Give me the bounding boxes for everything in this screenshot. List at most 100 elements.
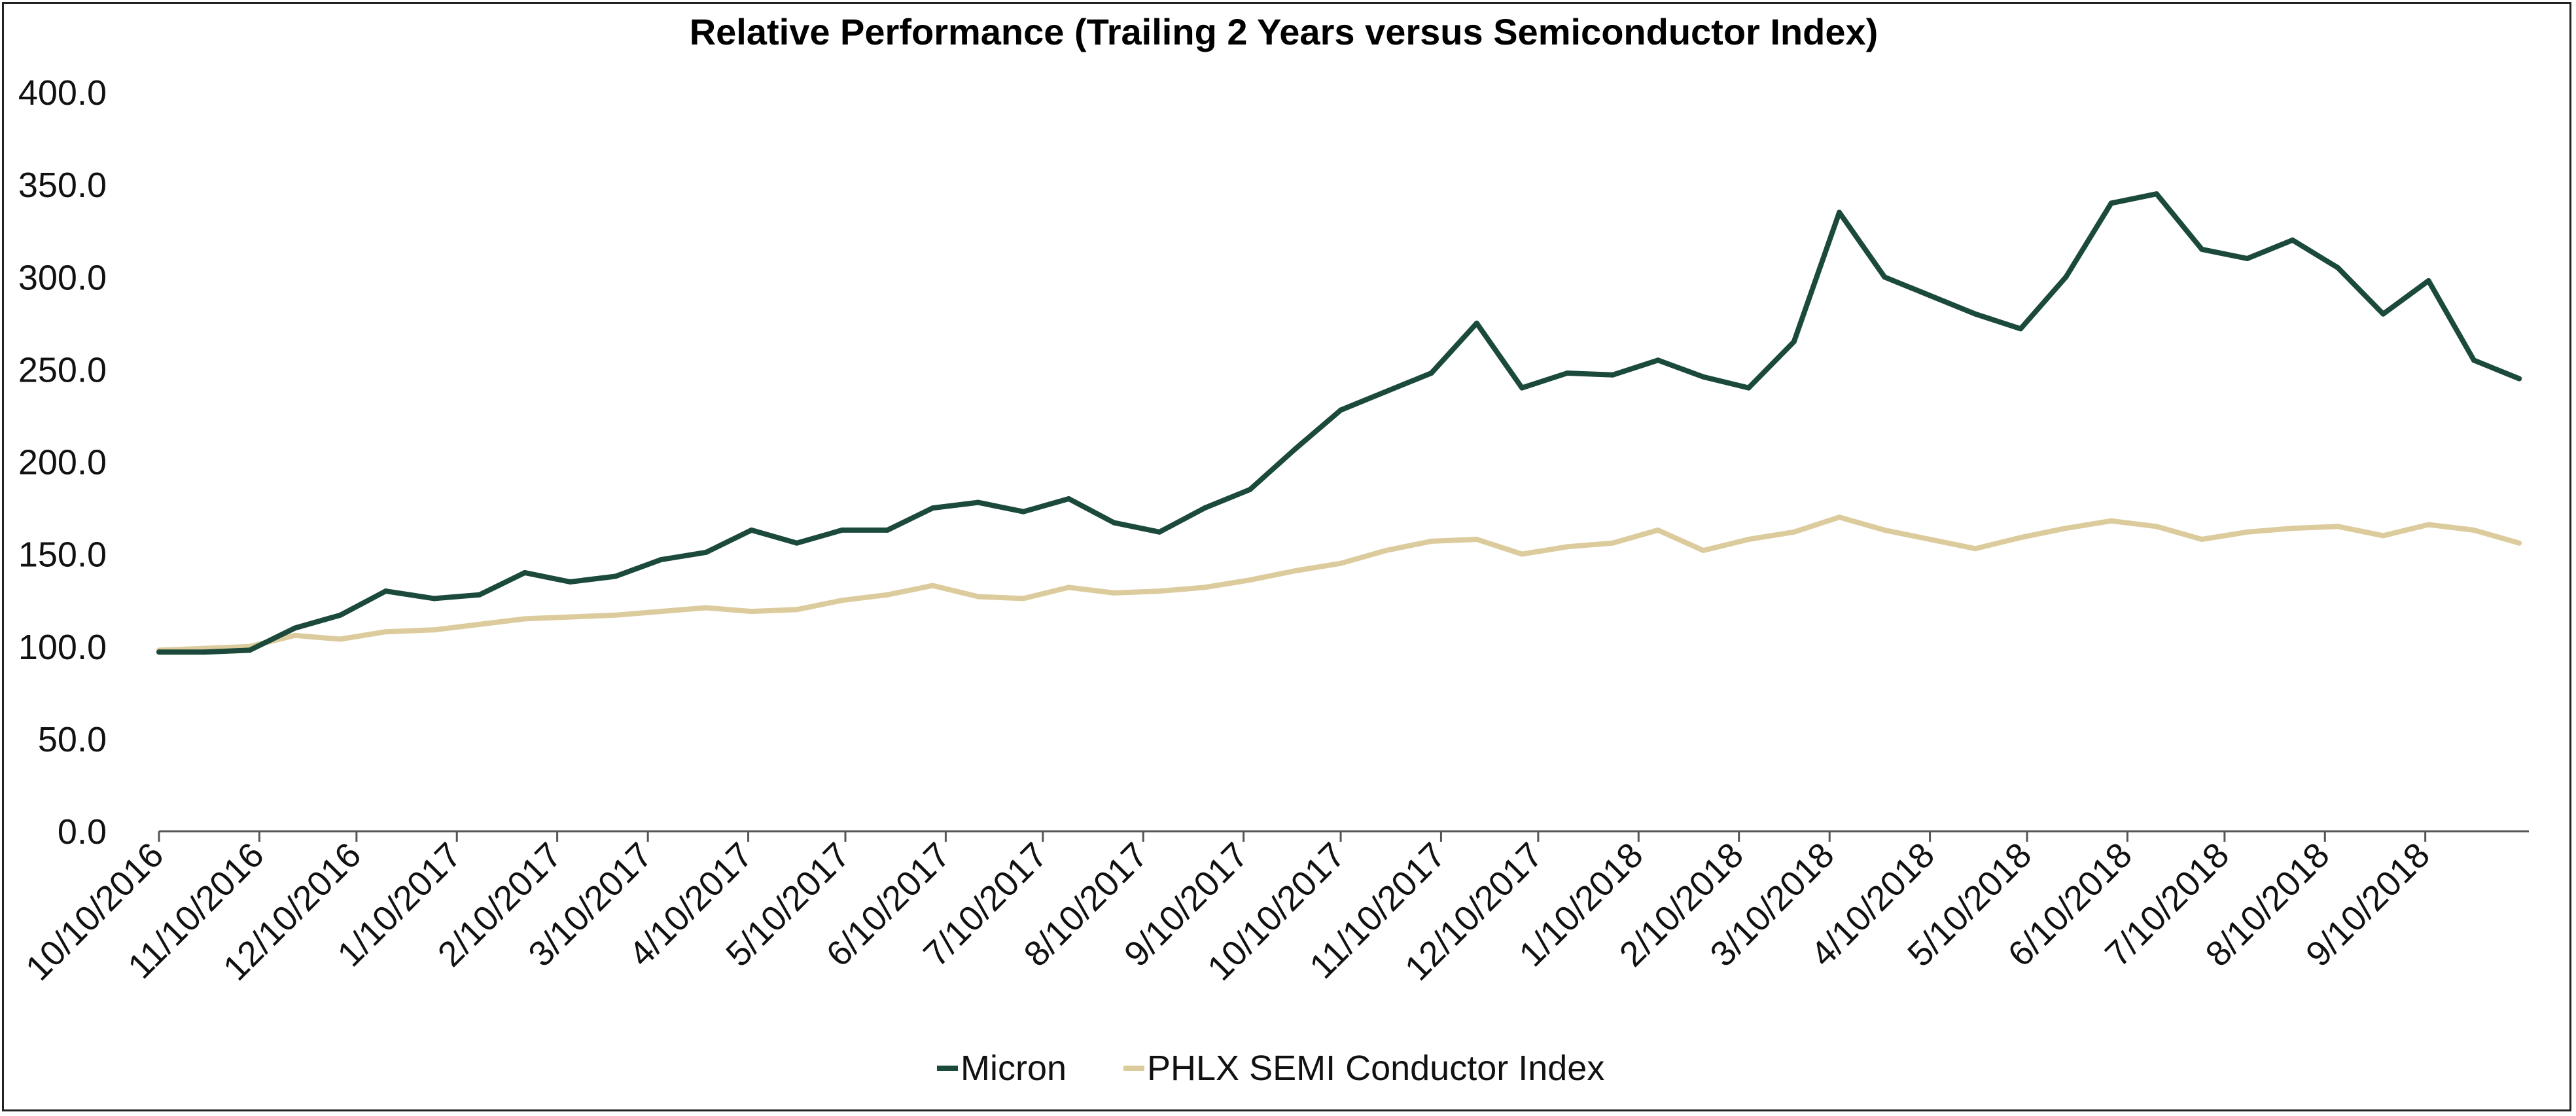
data-point xyxy=(2516,376,2522,382)
data-point xyxy=(1247,577,1253,583)
data-point xyxy=(1292,446,1298,452)
data-point xyxy=(1519,385,1525,391)
data-point xyxy=(1383,547,1389,553)
data-point xyxy=(476,592,482,598)
data-point xyxy=(703,549,709,555)
data-point xyxy=(1338,407,1344,413)
data-point xyxy=(839,527,845,533)
y-tick-label: 400.0 xyxy=(18,73,107,113)
data-point xyxy=(1202,505,1208,511)
data-point xyxy=(2289,237,2295,243)
data-point xyxy=(1111,590,1117,596)
y-tick-label: 350.0 xyxy=(18,166,107,205)
chart-title: Relative Performance (Trailing 2 Years v… xyxy=(690,11,1879,52)
data-point xyxy=(1972,546,1978,552)
data-point xyxy=(2063,526,2069,531)
data-point xyxy=(794,540,800,546)
data-point xyxy=(2063,274,2069,280)
y-tick-label: 100.0 xyxy=(18,628,107,667)
data-point xyxy=(383,588,389,594)
data-point xyxy=(839,598,845,603)
data-point xyxy=(1837,514,1843,520)
data-point xyxy=(567,614,573,620)
data-point xyxy=(431,627,437,633)
data-point xyxy=(383,629,389,635)
data-point xyxy=(975,594,981,600)
data-point xyxy=(522,569,528,575)
data-point xyxy=(975,499,981,505)
data-point xyxy=(1564,544,1570,550)
data-point xyxy=(2426,278,2431,283)
data-point xyxy=(1383,389,1389,395)
series-line-0 xyxy=(156,191,2522,655)
legend-label: Micron xyxy=(961,1049,1067,1088)
data-point xyxy=(1655,527,1661,533)
y-tick-label: 0.0 xyxy=(58,812,107,852)
data-point xyxy=(703,605,709,611)
data-point xyxy=(247,647,253,653)
data-point xyxy=(1066,585,1072,590)
data-point xyxy=(1610,540,1615,546)
data-point xyxy=(2153,191,2159,197)
data-point xyxy=(202,649,207,655)
y-tick-label: 250.0 xyxy=(18,350,107,389)
data-point xyxy=(292,625,298,631)
data-point xyxy=(2335,265,2341,271)
data-point xyxy=(1473,537,1479,543)
legend-label: PHLX SEMI Conductor Index xyxy=(1147,1049,1604,1088)
data-point xyxy=(1610,372,1615,378)
data-point xyxy=(1156,529,1162,535)
data-point xyxy=(2108,200,2114,206)
data-point xyxy=(1972,311,1978,317)
data-point xyxy=(2153,524,2159,530)
data-point xyxy=(1111,520,1117,526)
data-point xyxy=(1021,509,1027,514)
data-point xyxy=(1338,560,1344,566)
data-point xyxy=(1428,370,1434,376)
data-point xyxy=(2244,529,2250,535)
data-point xyxy=(338,636,344,642)
data-point xyxy=(2426,522,2431,528)
data-point xyxy=(1791,529,1797,535)
data-point xyxy=(658,609,663,615)
data-point xyxy=(1655,357,1661,363)
y-tick-label: 200.0 xyxy=(18,443,107,482)
data-point xyxy=(2244,256,2250,262)
data-point xyxy=(1927,293,1933,298)
data-point xyxy=(1746,537,1752,543)
data-point xyxy=(1202,585,1208,590)
data-point xyxy=(612,612,618,618)
data-point xyxy=(2199,246,2205,252)
data-point xyxy=(2516,540,2522,546)
data-point xyxy=(1473,320,1479,326)
series-line-1 xyxy=(156,514,2522,653)
data-point xyxy=(612,573,618,579)
data-point xyxy=(2199,537,2205,543)
data-point xyxy=(885,527,891,533)
y-tick-label: 50.0 xyxy=(38,720,107,759)
data-point xyxy=(1564,370,1570,376)
data-point xyxy=(658,557,663,563)
data-point xyxy=(1292,568,1298,574)
data-point xyxy=(2380,311,2386,317)
y-tick-label: 150.0 xyxy=(18,535,107,575)
plot-area: 0.0 50.0 100.0 150.0 200.0 250.0 300.0 350.0 400… xyxy=(18,73,2529,988)
data-point xyxy=(1066,495,1072,501)
data-point xyxy=(2018,535,2024,541)
data-point xyxy=(1746,385,1752,391)
data-point xyxy=(476,621,482,627)
y-tick-label: 300.0 xyxy=(18,258,107,297)
data-point xyxy=(794,607,800,613)
data-point xyxy=(1247,486,1253,492)
data-point xyxy=(1791,339,1797,345)
data-point xyxy=(2471,357,2477,363)
data-point xyxy=(1837,209,1843,215)
data-point xyxy=(1428,538,1434,544)
data-point xyxy=(2335,524,2341,530)
data-point xyxy=(1927,537,1933,543)
data-point xyxy=(567,579,573,585)
data-point xyxy=(156,649,162,655)
data-point xyxy=(522,616,528,622)
